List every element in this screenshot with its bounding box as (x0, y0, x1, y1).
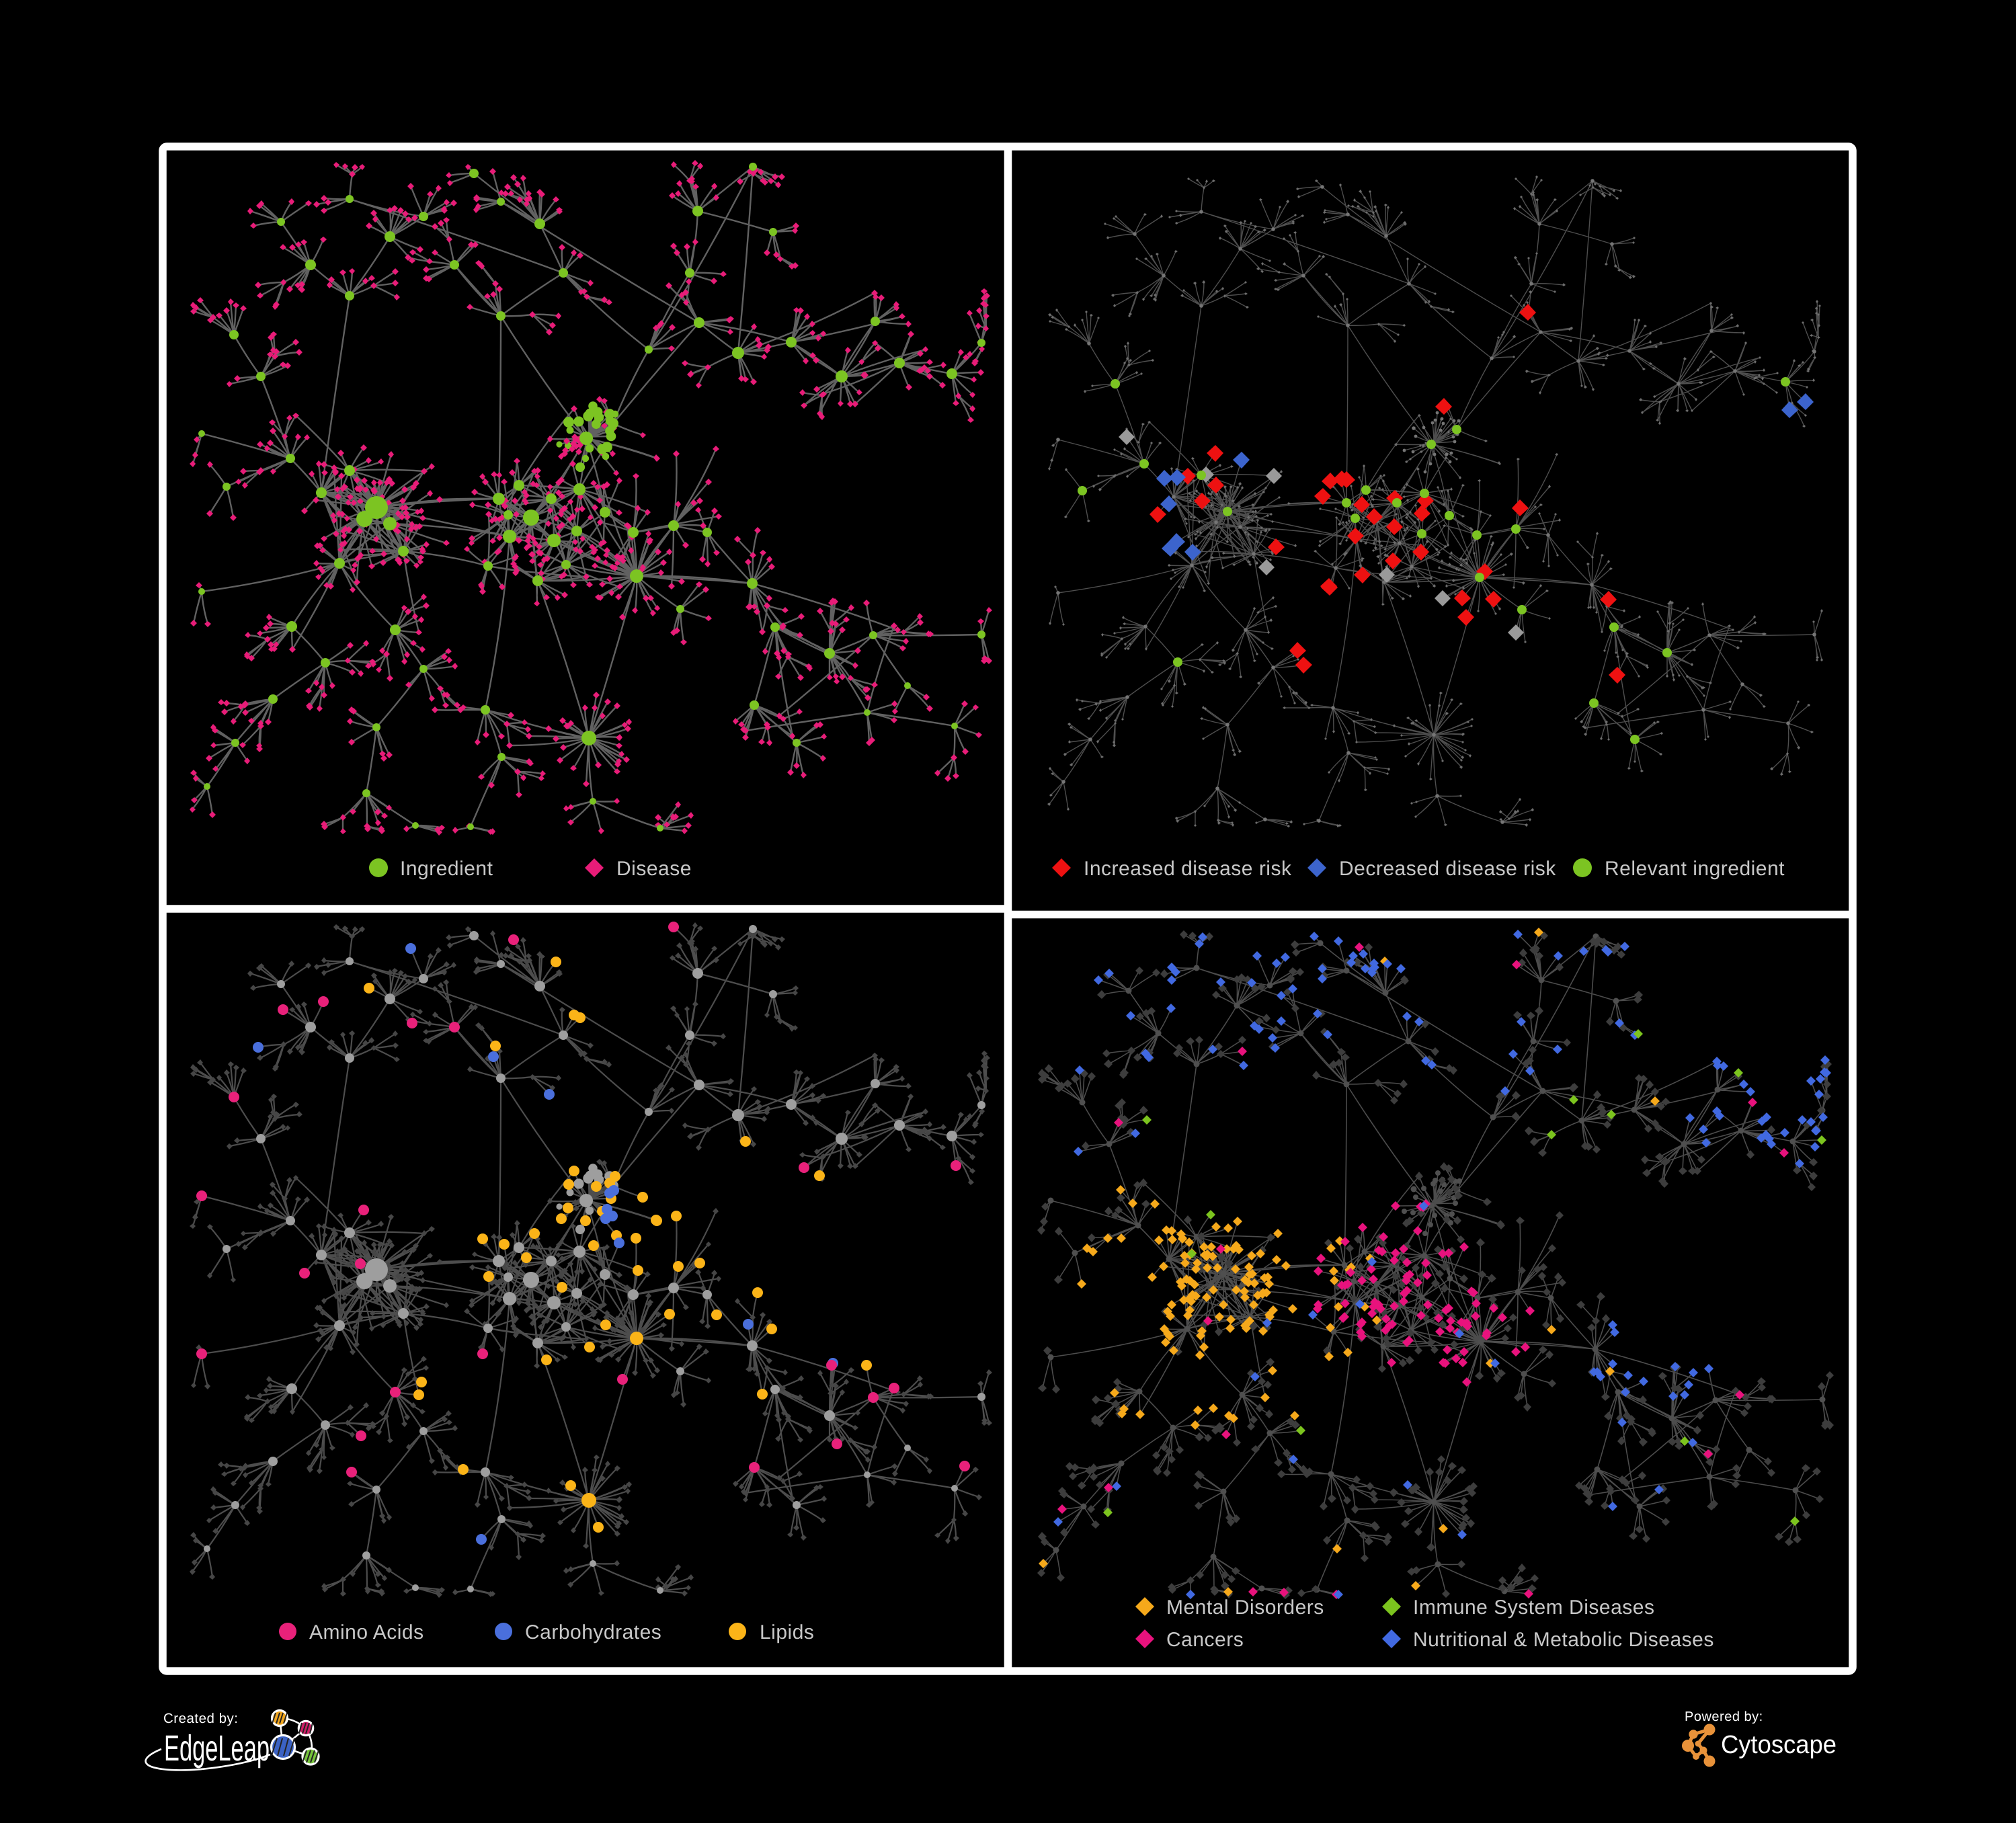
svg-text:Increased disease risk: Increased disease risk (1084, 858, 1292, 880)
svg-text:Amino Acids: Amino Acids (309, 1621, 424, 1644)
svg-text:Carbohydrates: Carbohydrates (525, 1621, 661, 1644)
svg-text:Immune System Diseases: Immune System Diseases (1413, 1596, 1654, 1619)
svg-text:Cancers: Cancers (1166, 1629, 1244, 1651)
svg-text:Powered by:: Powered by: (1685, 1709, 1763, 1724)
svg-text:Created by:: Created by: (163, 1711, 238, 1726)
svg-text:Cytoscape: Cytoscape (1721, 1731, 1837, 1759)
svg-text:Ingredient: Ingredient (400, 858, 493, 880)
svg-text:Decreased disease risk: Decreased disease risk (1339, 858, 1556, 880)
svg-text:Nutritional & Metabolic Diseas: Nutritional & Metabolic Diseases (1413, 1629, 1714, 1651)
svg-text:Disease: Disease (616, 858, 692, 880)
svg-text:Lipids: Lipids (760, 1621, 814, 1644)
svg-text:Relevant ingredient: Relevant ingredient (1605, 858, 1785, 880)
svg-text:Mental Disorders: Mental Disorders (1166, 1596, 1324, 1619)
svg-text:EdgeLeap: EdgeLeap (164, 1728, 270, 1769)
